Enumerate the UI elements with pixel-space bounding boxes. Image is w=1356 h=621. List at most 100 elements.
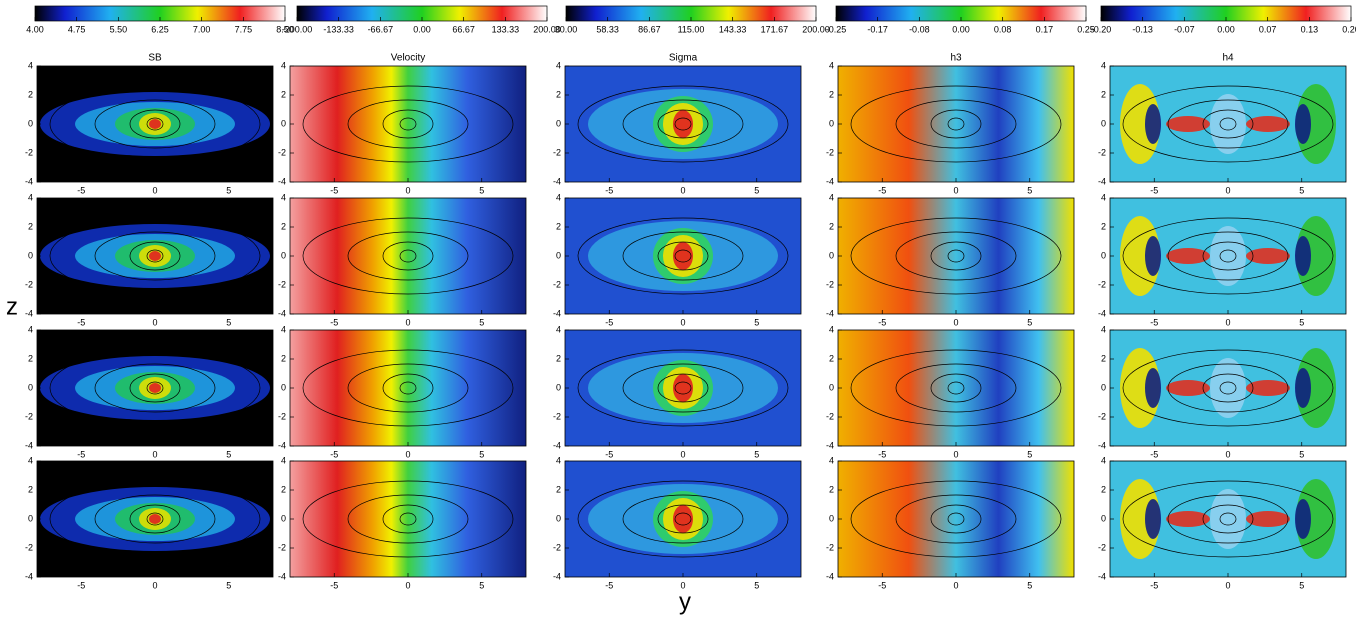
contour [382,241,434,271]
x-tick-label: 5 [479,580,484,590]
y-tick-label: 2 [556,221,561,231]
map-region [1246,248,1290,264]
x-tick-label: 0 [405,580,410,590]
y-tick-label: 2 [556,89,561,99]
map-region [1210,226,1246,286]
x-tick-label: 0 [953,449,958,459]
map-region [1120,84,1160,164]
y-tick-label: -2 [25,147,33,157]
map-region [1145,104,1161,144]
y-tick-label: 4 [556,60,561,70]
contour [1219,512,1237,526]
colorbar-tick-label: -0.20 [1091,24,1112,34]
contour [577,480,789,558]
y-tick-label: 4 [28,455,33,465]
map-bg [838,330,1074,446]
x-tick-label: 5 [754,449,759,459]
panel-title: Velocity [391,53,425,64]
y-tick-label: 2 [829,221,834,231]
map-panel [838,66,1074,182]
contour [302,85,514,163]
x-tick-label: 5 [754,580,759,590]
y-tick-label: 4 [1101,324,1106,334]
map-region [1246,511,1290,527]
map-region [673,505,693,533]
contour [674,249,692,263]
contour [1202,109,1254,139]
y-tick-label: 2 [28,484,33,494]
y-tick-label: -4 [25,308,33,318]
y-tick-label: -2 [553,147,561,157]
colorbar-tick-label: 30.00 [555,24,578,34]
contour [947,381,965,395]
colorbar-tick-label: 0.08 [994,24,1012,34]
y-tick-label: -4 [25,440,33,450]
y-tick-label: 0 [556,118,561,128]
y-tick-label: -4 [278,308,286,318]
y-tick-label: -4 [826,176,834,186]
contour [94,494,216,544]
x-tick-label: -5 [878,317,886,327]
y-tick-label: 0 [1101,382,1106,392]
y-tick-label: 2 [829,353,834,363]
contour [302,217,514,295]
contour [947,117,965,131]
x-tick-label: 0 [1225,580,1230,590]
y-tick-label: -2 [1098,411,1106,421]
panel-title: h3 [950,53,962,64]
y-tick-label: -4 [1098,440,1106,450]
x-tick-label: 5 [479,185,484,195]
colorbar-tick-label: 7.00 [193,24,211,34]
colorbar-tick-label: 0.13 [1301,24,1319,34]
x-tick-label: 0 [152,317,157,327]
colorbar-tick-label: -0.17 [867,24,888,34]
map-region [673,110,693,138]
contour [895,99,1017,149]
contour [930,373,982,403]
y-tick-label: 2 [281,484,286,494]
y-tick-label: 4 [1101,455,1106,465]
x-tick-label: 5 [1299,580,1304,590]
x-tick-label: -5 [330,580,338,590]
map-bg [838,66,1074,182]
map-region [1145,236,1161,276]
contour [622,363,744,413]
contour [657,504,709,534]
y-tick-label: 0 [829,118,834,128]
colorbar-tick-label: 4.75 [68,24,86,34]
y-tick-label: -2 [278,279,286,289]
x-tick-label: -5 [878,185,886,195]
map-region [1120,348,1160,428]
contour [94,231,216,281]
y-tick-label: 0 [556,513,561,523]
contour [382,109,434,139]
contour [850,349,1062,427]
y-tick-label: -2 [826,411,834,421]
x-axis-label: y [679,588,691,615]
contour [1202,373,1254,403]
y-tick-label: -4 [1098,308,1106,318]
y-tick-label: 2 [28,89,33,99]
x-tick-label: 0 [1225,317,1230,327]
colorbar-tick-label: 0.17 [1036,24,1054,34]
contour [129,109,181,139]
contour [947,249,965,263]
contour [1122,217,1334,295]
contour [577,217,789,295]
map-region [149,251,161,261]
colorbar-tick-label: -0.08 [909,24,930,34]
map-panel [565,330,801,446]
y-tick-label: 0 [28,513,33,523]
contour [674,512,692,526]
map-region [1210,358,1246,418]
y-tick-label: 2 [1101,221,1106,231]
y-tick-label: 4 [281,455,286,465]
contour [1219,381,1237,395]
y-tick-label: 4 [28,60,33,70]
colorbar-tick-label: 0.00 [952,24,970,34]
y-tick-label: -4 [553,440,561,450]
contour [674,117,692,131]
x-tick-label: -5 [77,185,85,195]
contour [850,480,1062,558]
